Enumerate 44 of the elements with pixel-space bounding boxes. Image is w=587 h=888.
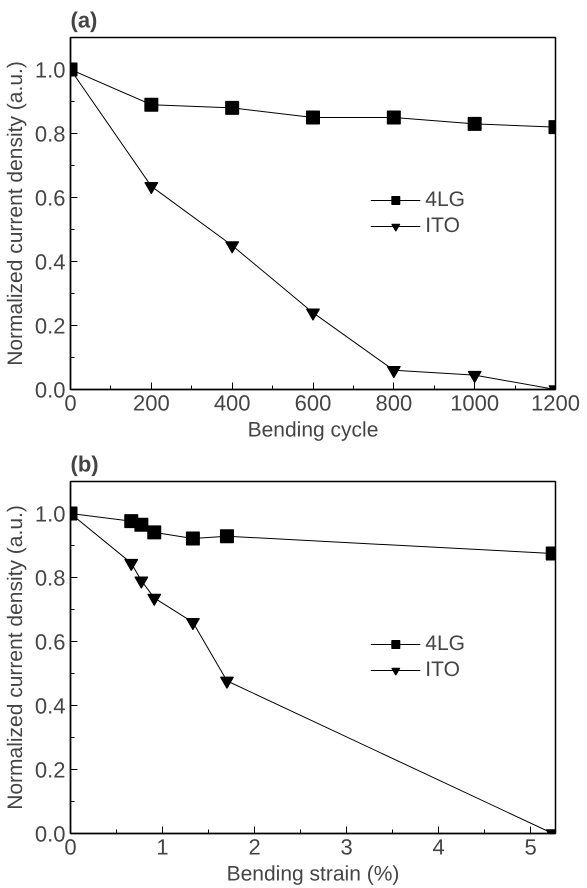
- x-tick-label: 0: [64, 834, 77, 860]
- x-tick-label: 5: [524, 834, 537, 860]
- legend-label: 4LG: [425, 632, 465, 656]
- chart-title: (b): [70, 452, 99, 476]
- point: [468, 370, 482, 384]
- x-tick-label: 4: [432, 834, 445, 860]
- point: [225, 100, 240, 115]
- x-tick-label: 1000: [450, 390, 500, 416]
- legend-label: ITO: [425, 214, 460, 238]
- chart-title: (a): [70, 8, 98, 32]
- x-tick-label: 200: [132, 390, 170, 416]
- point: [306, 110, 320, 124]
- x-tick-label: 600: [294, 390, 332, 416]
- y-tick-label: 0.4: [34, 250, 66, 274]
- y-tick-label: 0.4: [34, 694, 66, 718]
- x-tick-label: 400: [214, 390, 251, 416]
- y-tick-label: 0.6: [34, 630, 66, 654]
- point: [144, 98, 158, 112]
- x-tick-label: 0: [64, 390, 77, 416]
- y-tick-label: 0.8: [34, 566, 66, 590]
- y-tick-label: 1.0: [34, 502, 66, 526]
- point: [386, 366, 401, 378]
- y-tick-label: 0.2: [34, 314, 66, 338]
- y-tick-label: 0.8: [34, 122, 66, 146]
- x-tick-label: 1: [156, 834, 169, 860]
- point: [468, 116, 482, 131]
- y-tick-label: 0.2: [34, 758, 66, 782]
- x-axis-title: Bending cycle: [248, 418, 378, 442]
- point: [306, 308, 320, 321]
- x-tick-label: 3: [340, 834, 353, 860]
- x-tick-label: 1200: [531, 390, 580, 416]
- x-tick-label: 2: [248, 834, 261, 860]
- y-tick-label: 0.0: [34, 822, 66, 846]
- point: [386, 110, 401, 124]
- y-tick-label: 1.0: [34, 58, 66, 82]
- legend-label: 4LG: [425, 188, 465, 212]
- y-axis-title: Normalized current density (a.u.): [4, 61, 27, 366]
- y-axis-title: Normalized current density (a.u.): [4, 505, 27, 810]
- point: [144, 182, 158, 194]
- x-tick-label: 800: [375, 390, 412, 416]
- y-tick-label: 0.6: [34, 186, 66, 210]
- x-axis-title: Bending strain (%): [226, 862, 400, 886]
- legend-label: ITO: [425, 658, 460, 682]
- point: [225, 241, 240, 254]
